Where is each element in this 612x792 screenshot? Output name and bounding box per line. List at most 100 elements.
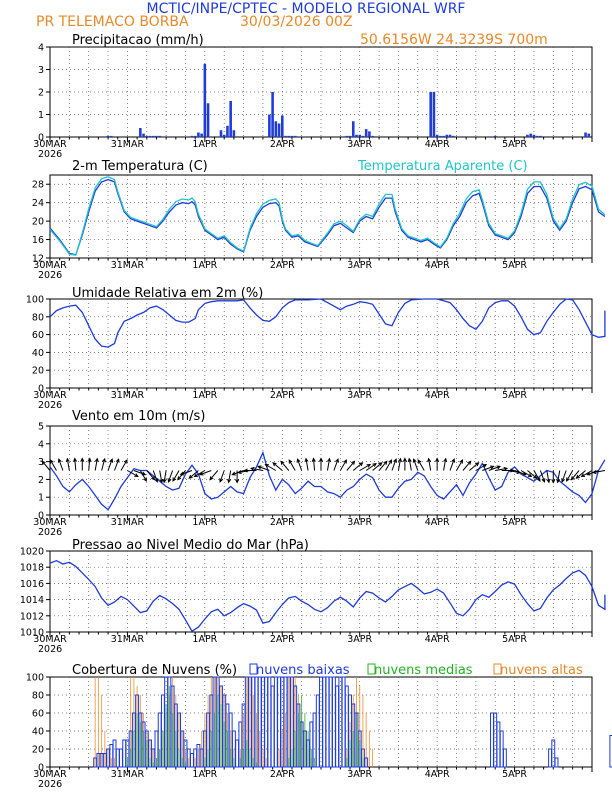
precip-bar [529, 133, 532, 137]
cloud-ytick-label: 40 [32, 727, 44, 738]
cloud-bar-mid [233, 758, 235, 767]
wind-barb [581, 470, 593, 477]
wind-barb [346, 460, 355, 471]
wind-barb [313, 458, 316, 471]
wind-barb [566, 470, 574, 482]
wind-barb-head [172, 477, 177, 482]
wind-barb-head [536, 477, 541, 482]
cloud-bar-low [315, 694, 320, 768]
precip-bar [442, 135, 445, 137]
cloud-bar-mid [181, 758, 183, 767]
wind-barb [66, 458, 70, 471]
precip-bar [226, 125, 229, 137]
temp-xtick-label: 5APR [502, 260, 527, 271]
wind-barb [94, 458, 98, 471]
cloud-bar-high [362, 695, 364, 767]
pres-xtick-label: 3APR [347, 634, 372, 645]
wind-barb-head [397, 457, 402, 463]
cloud-bar-mid [175, 731, 177, 767]
wind-barb-head [257, 465, 262, 470]
wind-ytick-label: 0 [38, 511, 44, 522]
wind-barb-head [288, 459, 293, 464]
wind-barb [152, 470, 158, 482]
cloud-bar-mid [133, 731, 135, 767]
precip-bar [200, 133, 203, 137]
wind-barb [570, 470, 580, 481]
precip-bar [280, 115, 284, 137]
cloud-bar-high [101, 695, 103, 767]
cloud-bar-high [372, 749, 374, 767]
header-title: MCTIC/INPE/CPTEC - MODELO REGIONAL WRF [147, 1, 466, 17]
temp-ytick-label: 24 [32, 198, 44, 209]
cloud-bar-mid [130, 749, 132, 767]
rh-xtick-label: 1APR [192, 390, 217, 401]
wind-barb [101, 458, 106, 471]
cloud-legend-low: nuvens baixas [256, 663, 350, 678]
precip-bar [358, 134, 362, 137]
wind-barb-head [496, 465, 502, 470]
cloud-bar-low [331, 676, 336, 768]
header-coords: 50.6156W 24.3239S 700m [360, 32, 548, 48]
cloud-bar-mid [165, 704, 167, 767]
cloud-xtick-label: 30MAR [33, 769, 67, 780]
wind-barb [163, 470, 167, 483]
cloud-bar-mid [226, 731, 228, 767]
wind-barb-head [167, 478, 172, 483]
cloud-bar-mid [246, 740, 248, 767]
cloud-bar-high [249, 677, 251, 767]
pres-xtick-label: 31MAR [111, 634, 145, 645]
wind-barb [372, 462, 383, 471]
cloud-legend-mid: nuvens medias [374, 663, 473, 678]
temp-xtick-label: 31MAR [111, 260, 145, 271]
precip-bar [451, 135, 455, 137]
cloud-bar-mid [204, 758, 206, 767]
rh-year-label: 2026 [38, 400, 62, 411]
rh-ytick-label: 0 [38, 384, 44, 395]
cloud-bar-high [210, 677, 212, 767]
wind-barb [146, 470, 155, 481]
wind-barb [133, 470, 146, 476]
wind-barb-head [94, 457, 99, 463]
cloud-bar-mid [356, 713, 357, 767]
cloud-bar-high [256, 713, 257, 767]
wind-xtick-label: 3APR [347, 517, 372, 528]
wind-barb [114, 459, 120, 471]
wind-xtick-label: 4APR [425, 517, 450, 528]
temp-title: 2-m Temperatura (C) [72, 159, 208, 174]
wind-barb-head [272, 462, 277, 467]
wind-barb-head [533, 474, 538, 479]
cloud-bar-high [130, 677, 132, 767]
wind-barb [74, 458, 77, 471]
cloud-ytick-label: 60 [32, 709, 44, 720]
cloud-bar-mid [301, 695, 303, 767]
precip-bar [448, 134, 452, 137]
cloud-bar-high [197, 749, 199, 767]
wind-barb-head [351, 460, 356, 465]
precip-bar [348, 135, 352, 137]
wind-ytick-label: 1 [38, 493, 44, 504]
temp-series-0 [49, 178, 606, 256]
wind-barb-head [115, 458, 120, 463]
precip-bar [371, 135, 374, 137]
cloud-bar-high [114, 758, 115, 767]
rh-series-0 [49, 298, 606, 348]
wind-barb-head [393, 458, 397, 463]
wind-barb [297, 459, 303, 471]
cloud-bar-mid [294, 731, 296, 767]
wind-barb [359, 464, 371, 471]
wind-barb-head [296, 458, 301, 463]
precip-bar [364, 129, 368, 137]
cloud-bar-high [149, 740, 151, 767]
precip-bar [229, 101, 232, 137]
precip-bar [106, 135, 110, 137]
pres-xtick-label: 1APR [192, 634, 217, 645]
wind-barb-head [482, 463, 488, 468]
wind-barb-head [227, 478, 232, 484]
wind-barb [168, 470, 174, 482]
cloud-bar-mid [156, 758, 157, 767]
cloud-xtick-label: 5APR [502, 769, 527, 780]
cloud-bar-high [107, 749, 109, 767]
temp-apparent-legend: Temperatura Aparente (C) [357, 159, 528, 174]
wind-barb [257, 465, 270, 471]
wind-barb [219, 470, 225, 482]
